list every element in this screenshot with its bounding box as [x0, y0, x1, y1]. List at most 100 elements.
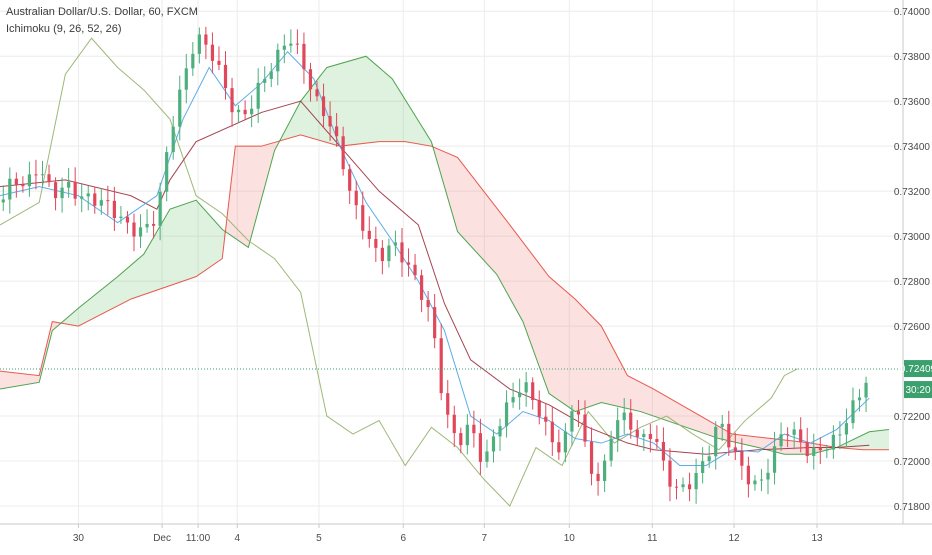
bullish-candle	[145, 223, 149, 228]
bearish-candle	[426, 299, 430, 308]
bearish-candle	[406, 262, 411, 265]
bearish-candle	[348, 169, 352, 191]
bullish-candle	[158, 191, 162, 226]
bearish-candle	[537, 399, 541, 417]
bullish-candle	[609, 439, 613, 461]
bullish-candle	[524, 382, 528, 393]
bearish-candle	[635, 429, 639, 437]
bearish-candle	[341, 136, 345, 170]
bearish-candle	[805, 442, 809, 457]
indicator-label[interactable]: Ichimoku (9, 26, 52, 26)	[6, 23, 122, 35]
bullish-candle	[616, 420, 620, 440]
bullish-candle	[99, 200, 103, 206]
bearish-candle	[93, 193, 97, 206]
bearish-candle	[106, 200, 110, 202]
bullish-candle	[191, 53, 195, 69]
tenkan-line	[0, 50, 870, 467]
bullish-candle	[759, 479, 764, 481]
bullish-candle	[864, 382, 868, 398]
bearish-candle	[786, 434, 790, 436]
candles[interactable]	[1, 26, 868, 504]
bullish-candle	[263, 78, 267, 83]
bullish-candle	[465, 424, 469, 446]
bullish-candle	[753, 480, 757, 485]
bullish-candle	[86, 193, 90, 197]
bullish-cloud	[835, 429, 889, 450]
bullish-candle	[772, 446, 777, 473]
price-tick-label: 0.72200	[894, 412, 931, 423]
bearish-candle	[380, 247, 384, 262]
bar-countdown-badge: 30:20	[904, 381, 932, 399]
bearish-candle	[295, 43, 299, 45]
bullish-candle	[67, 181, 71, 188]
bearish-candle	[655, 439, 659, 442]
bullish-candle	[570, 411, 574, 432]
last-price-value: 0.72409	[900, 364, 932, 375]
bullish-candle	[694, 472, 698, 490]
bearish-candle	[439, 338, 443, 394]
bullish-candle	[714, 426, 718, 457]
bearish-candle	[799, 429, 803, 443]
bearish-candle	[550, 421, 554, 443]
bearish-candle	[674, 486, 679, 488]
bearish-candle	[557, 442, 561, 453]
bearish-candle	[544, 416, 548, 422]
bearish-candle	[132, 222, 136, 237]
bearish-candle	[629, 412, 633, 430]
bullish-cloud	[60, 200, 226, 327]
time-tick-label: 4	[234, 533, 240, 544]
bearish-candle	[361, 205, 365, 231]
bullish-candle	[707, 456, 711, 462]
bullish-candle	[485, 451, 489, 462]
time-tick-label: 30	[73, 533, 85, 544]
bearish-candle	[459, 433, 463, 446]
bearish-candle	[125, 216, 130, 223]
time-tick-label: 10	[564, 533, 576, 544]
bullish-candle	[518, 392, 522, 398]
bearish-cloud	[223, 138, 282, 248]
bullish-candle	[831, 434, 835, 450]
chikou-line	[0, 37, 798, 507]
bearish-candle	[315, 89, 319, 97]
bullish-candle	[792, 429, 796, 435]
bullish-candle	[250, 108, 254, 115]
bullish-candle	[60, 187, 64, 199]
bullish-candle	[622, 412, 626, 421]
bullish-candle	[825, 449, 829, 451]
bullish-candle	[681, 484, 685, 488]
bearish-candle	[419, 275, 424, 300]
bearish-candle	[452, 414, 456, 434]
bearish-candle	[446, 393, 450, 415]
bearish-cloud	[431, 141, 837, 455]
price-tick-label: 0.73600	[894, 97, 931, 108]
price-tick-label: 0.71800	[894, 502, 931, 513]
bearish-candle	[733, 447, 737, 452]
symbol-title[interactable]: Australian Dollar/U.S. Dollar, 60, FXCM	[6, 6, 198, 18]
bearish-candle	[308, 69, 313, 90]
bearish-candle	[727, 423, 731, 448]
bearish-candle	[668, 460, 672, 487]
bearish-candle	[374, 238, 378, 248]
bearish-candle	[596, 473, 600, 482]
bullish-candle	[269, 71, 273, 79]
bullish-candle	[1, 199, 5, 203]
bearish-candle	[740, 451, 744, 466]
bullish-candle	[563, 431, 567, 453]
bullish-candle	[812, 447, 816, 457]
last-price-badge-bg	[904, 360, 932, 378]
bearish-candle	[14, 178, 18, 185]
bearish-candle	[531, 382, 535, 400]
bearish-candle	[589, 441, 594, 474]
price-axis-ticks: 0.74000 0.73800 0.73600 0.73400 0.73200 0.730…	[894, 7, 931, 513]
senkou-span-b-line	[0, 134, 889, 451]
bearish-candle	[413, 264, 417, 276]
bullish-candle	[27, 174, 32, 187]
chart-legend: Australian Dollar/U.S. Dollar, 60, FXCM …	[6, 4, 198, 38]
bearish-candle	[433, 307, 437, 339]
indicator-lines	[0, 37, 889, 507]
bullish-candle	[393, 242, 398, 246]
bullish-candle	[511, 397, 515, 403]
